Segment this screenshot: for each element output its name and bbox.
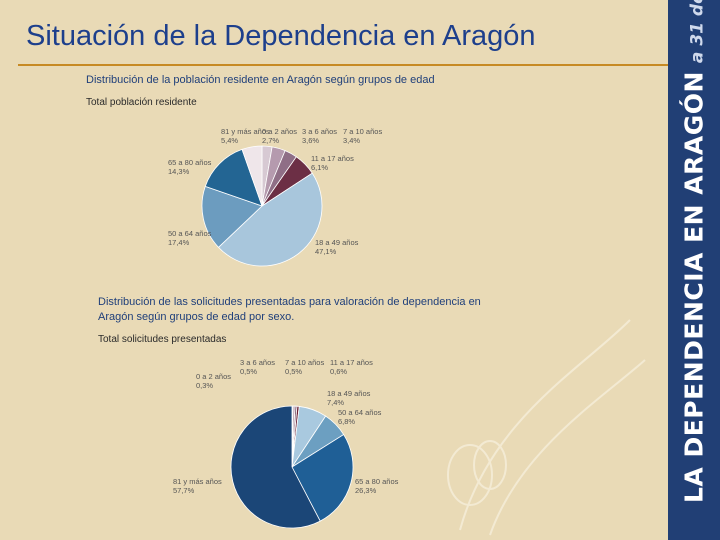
decorative-outline (447, 319, 646, 536)
chart2-label-3-6: 3 a 6 años 0,5% (240, 358, 276, 376)
chart2-label-81-mas: 81 y más años 57,7% (173, 477, 222, 495)
chart1-label-50-64: 50 a 64 años 17,4% (168, 229, 212, 247)
chart2-pie (230, 405, 354, 529)
chart2-label-7-10: 7 a 10 años 0,5% (285, 358, 325, 376)
chart1-label-3-6: 3 a 6 años 3,6% (302, 127, 338, 145)
chart2-label-11-17: 11 a 17 años 0,6% (330, 358, 373, 376)
chart2-label-65-80: 65 a 80 años 26,3% (355, 477, 399, 495)
chart1-title: Distribución de la población residente e… (86, 74, 435, 86)
chart1-slice-7 (241, 145, 263, 207)
chart2-slice-6 (291, 434, 354, 522)
slide-title: Situación de la Dependencia en Aragón (26, 20, 536, 52)
side-title: LA DEPENDENCIA EN ARAGÓNa 31 de diciembr… (679, 0, 709, 503)
chart2-subtitle: Total solicitudes presentadas (98, 334, 227, 345)
title-rule (18, 64, 672, 66)
chart1-label-7-10: 7 a 10 años 3,4% (343, 127, 383, 145)
chart1-label-65-80: 65 a 80 años 14,3% (168, 158, 212, 176)
chart1-slice-6 (204, 148, 263, 207)
chart1-pie (201, 145, 323, 267)
chart2-title: Distribución de las solicitudes presenta… (98, 296, 481, 323)
chart1-label-81-mas: 81 y más años 5,4% (221, 127, 270, 145)
chart1-slice-5 (201, 185, 263, 248)
chart1-subtitle: Total población residente (86, 97, 197, 108)
chart2-label-0-2: 0 a 2 años 0,3% (196, 372, 232, 390)
chart2-label-18-49: 18 a 49 años 7,4% (327, 389, 371, 407)
chart1-slice-4 (217, 172, 323, 267)
chart1-label-18-49: 18 a 49 años 47,1% (315, 238, 359, 256)
side-band: LA DEPENDENCIA EN ARAGÓNa 31 de diciembr… (668, 0, 720, 540)
chart1-label-11-17: 11 a 17 años 6,1% (311, 154, 354, 172)
chart2-slice-7 (230, 405, 321, 529)
chart2-label-50-64: 50 a 64 años 6,8% (338, 408, 382, 426)
chart1-label-0-2: 0 a 2 años 2,7% (262, 127, 298, 145)
